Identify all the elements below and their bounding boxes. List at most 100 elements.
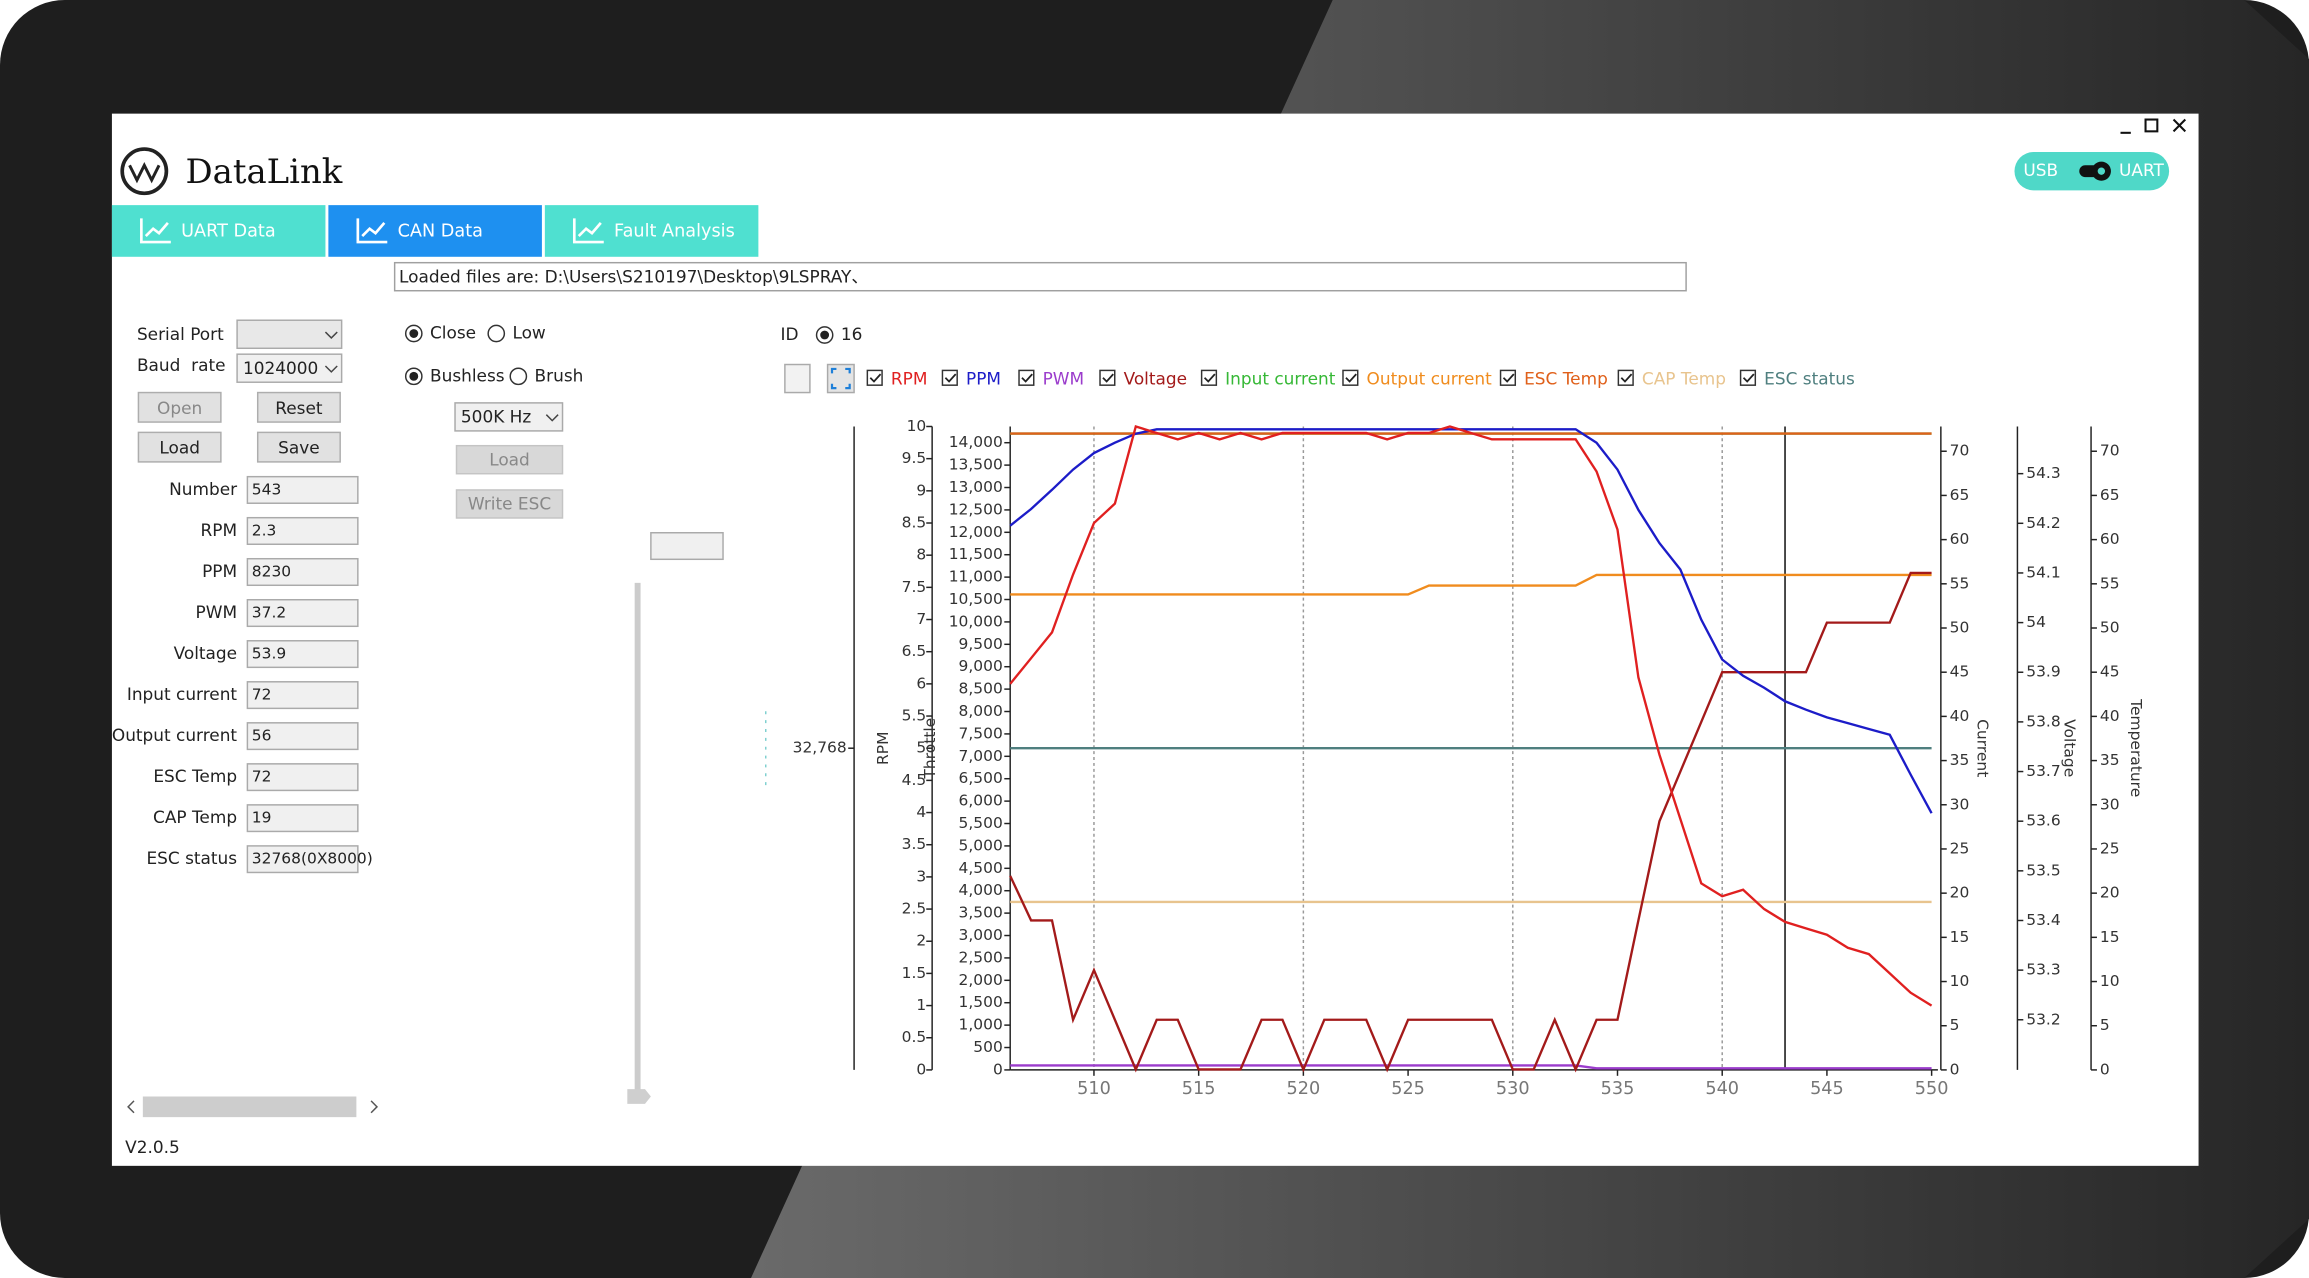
field-box[interactable]: [246, 845, 359, 874]
chevron: [545, 414, 559, 422]
y-tick-label: 30: [2100, 795, 2120, 813]
legend-checkbox[interactable]: [866, 369, 883, 386]
y-tick-label: 6.5: [902, 642, 927, 660]
legend-label: PWM: [1043, 368, 1085, 388]
port-select[interactable]: [236, 319, 343, 350]
tab[interactable]: [544, 205, 759, 257]
field-box[interactable]: [246, 681, 359, 710]
scroll-left[interactable]: [127, 1100, 135, 1114]
y-tick-label: 15: [1950, 928, 1970, 946]
field-label: Voltage: [174, 643, 237, 663]
series-line: [1010, 573, 1932, 596]
scroll-right[interactable]: [370, 1100, 379, 1114]
y-tick-label: 6,500: [959, 769, 1003, 787]
axis-title: RPM: [874, 731, 892, 764]
button[interactable]: [137, 391, 222, 423]
x-tick-label: 515: [1182, 1079, 1216, 1099]
radio-dot: [409, 329, 419, 338]
y-tick-label: 1,000: [959, 1016, 1003, 1034]
y-tick-label: 9: [916, 481, 926, 499]
y-tick-label: 0: [916, 1060, 926, 1078]
button[interactable]: [137, 431, 222, 463]
y-tick-label: 65: [2100, 486, 2120, 504]
button[interactable]: [256, 391, 341, 423]
y-tick-label: 53.4: [2026, 911, 2060, 929]
legend-checkbox[interactable]: [941, 369, 958, 386]
field-box[interactable]: [246, 804, 359, 833]
y-tick-label: 0: [1950, 1060, 1960, 1078]
close[interactable]: [2172, 118, 2187, 133]
legend-checkbox[interactable]: [1342, 369, 1359, 386]
maximize[interactable]: [2144, 118, 2159, 133]
legend-label: Voltage: [1124, 368, 1187, 388]
legend-checkbox[interactable]: [1200, 369, 1218, 386]
x-tick-label: 550: [1915, 1079, 1949, 1099]
y-tick-label: 5: [1950, 1016, 1960, 1034]
legend-checkbox[interactable]: [1617, 369, 1634, 386]
window-controls: [2120, 118, 2187, 134]
button-label: Load: [489, 449, 530, 469]
y-tick-label: 2: [916, 932, 926, 950]
field-label: Output current: [112, 725, 238, 745]
y-tick-label: 10,000: [949, 612, 1003, 630]
y-tick-label: 45: [1950, 663, 1970, 681]
button[interactable]: [455, 444, 564, 475]
fit-icon: [830, 367, 851, 390]
y-tick-label: 2,000: [959, 971, 1003, 989]
y-tick-label: 60: [2100, 530, 2120, 548]
x-tick-label: 535: [1601, 1079, 1635, 1099]
tab[interactable]: [328, 205, 542, 257]
field-box[interactable]: [246, 599, 359, 628]
y-tick-label: 53.7: [2026, 762, 2060, 780]
y-tick-label: 7,500: [959, 724, 1003, 742]
field-box[interactable]: [246, 722, 359, 751]
y-tick-label: 4,000: [959, 881, 1003, 899]
field-label: Number: [169, 479, 237, 499]
field-label: ESC Temp: [153, 766, 237, 786]
mode-toggle[interactable]: USB UART: [2014, 152, 2170, 191]
field-box[interactable]: [246, 557, 359, 587]
axis-title: Voltage: [2060, 719, 2078, 777]
y-tick-label: 45: [2100, 663, 2120, 681]
port-label: Serial Port: [137, 324, 224, 344]
empty-box[interactable]: [650, 532, 724, 561]
y-tick-label: 15: [2100, 928, 2120, 946]
legend-checkbox[interactable]: [1018, 369, 1035, 386]
slider-handle[interactable]: [627, 1089, 651, 1104]
legend-checkbox[interactable]: [1739, 369, 1757, 386]
series-line: [1010, 1064, 1932, 1070]
y-tick-label: 40: [1950, 707, 1970, 725]
axis-title: Throttle: [921, 718, 939, 780]
x-tick-label: 525: [1391, 1079, 1425, 1099]
field-value: 72: [252, 768, 272, 786]
y-tick-label: 70: [2100, 442, 2120, 460]
baud-select[interactable]: [236, 353, 343, 383]
scrollbar: [127, 1096, 379, 1118]
y-tick-label: 2,500: [959, 948, 1003, 966]
button[interactable]: [455, 489, 564, 519]
tab[interactable]: [111, 205, 326, 257]
y-tick-label: 11,500: [949, 545, 1003, 563]
radio[interactable]: [487, 324, 506, 343]
field-box[interactable]: [246, 475, 359, 504]
y-tick-label: 32,768: [793, 739, 847, 757]
fields: Number 543 RPM 2.3 PPM 8230 PWM 37.2 Voltage 53.9…: [112, 475, 373, 874]
tool-button[interactable]: [784, 363, 811, 394]
y-tick-label: 8,000: [959, 702, 1003, 720]
legend-check: [1502, 373, 1515, 383]
radio[interactable]: [509, 367, 528, 386]
legend-checkbox[interactable]: [1499, 369, 1517, 386]
field-box[interactable]: [246, 763, 359, 792]
field-box[interactable]: [246, 640, 359, 669]
y-tick-label: 53.5: [2026, 861, 2060, 879]
axis-title: Temperature: [2127, 698, 2145, 797]
field-label: PWM: [196, 602, 238, 622]
toggle-left: USB: [2023, 160, 2058, 180]
legend-checkbox[interactable]: [1099, 369, 1116, 386]
field-box[interactable]: [246, 516, 359, 545]
field-value: 543: [252, 480, 281, 498]
button[interactable]: [256, 431, 341, 463]
tab-icon: [140, 218, 171, 244]
scroll-thumb[interactable]: [142, 1096, 357, 1118]
frequency-select[interactable]: [454, 402, 564, 432]
